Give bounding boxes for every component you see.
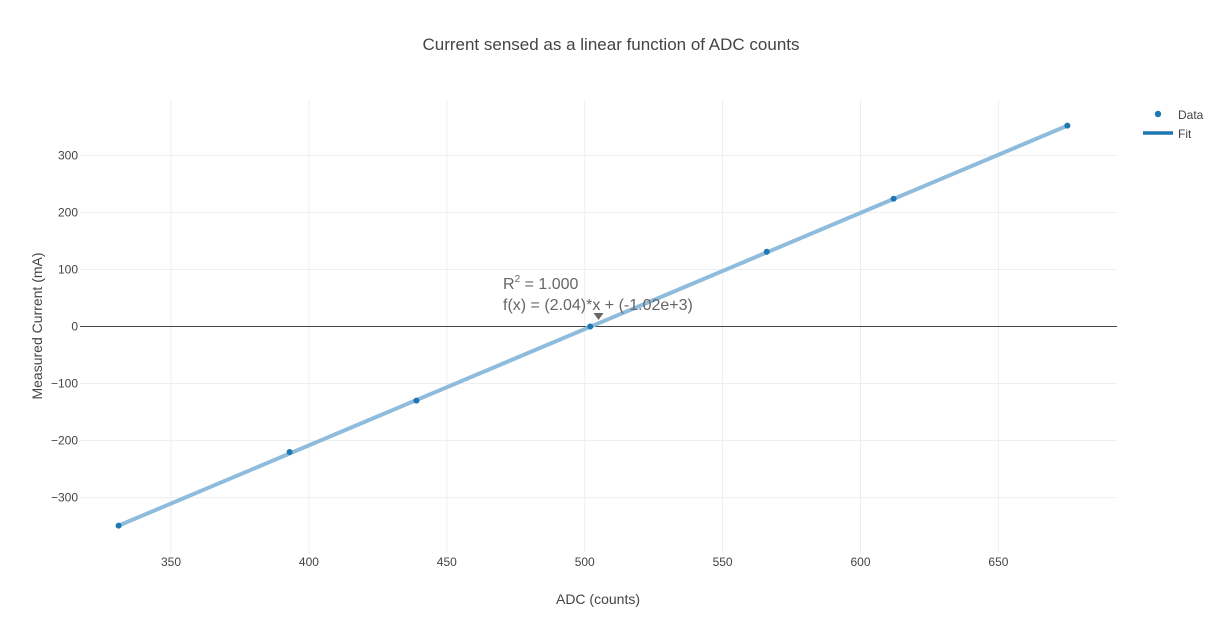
y-tick-label: −200 [51, 434, 78, 448]
x-tick-label: 550 [713, 555, 733, 569]
y-tick-label: −100 [51, 377, 78, 391]
x-tick-label: 600 [850, 555, 870, 569]
y-axis-label: Measured Current (mA) [29, 252, 45, 399]
chart-title: Current sensed as a linear function of A… [422, 35, 799, 54]
y-tick-label: 100 [58, 262, 78, 276]
legend-data-marker [1154, 110, 1162, 118]
x-tick-label: 500 [575, 555, 595, 569]
fit-annotation: R2 = 1.000 f(x) = (2.04)*x + (-1.02e+3) [503, 274, 693, 320]
x-tick-label: 650 [988, 555, 1008, 569]
x-axis-ticks: 350 400 450 500 550 600 650 [161, 555, 1009, 569]
plot-area [115, 122, 1071, 529]
y-tick-label: 300 [58, 148, 78, 162]
r-squared-label: R2 = 1.000 [503, 274, 579, 293]
data-point [890, 195, 897, 202]
y-tick-label: 0 [71, 320, 78, 334]
y-axis-ticks: −300 −200 −100 0 100 200 300 [51, 148, 78, 504]
data-point [1064, 122, 1071, 129]
annotation-arrow [593, 312, 604, 320]
legend: Data Fit [1143, 108, 1204, 141]
y-tick-label: 200 [58, 205, 78, 219]
legend-fit-label: Fit [1178, 127, 1192, 141]
legend-data-label: Data [1178, 108, 1204, 122]
fit-equation-label: f(x) = (2.04)*x + (-1.02e+3) [503, 297, 693, 314]
x-tick-label: 350 [161, 555, 181, 569]
x-tick-label: 450 [437, 555, 457, 569]
data-point [286, 449, 293, 456]
data-point [587, 323, 594, 330]
grid-lines [80, 100, 1117, 553]
data-point [115, 522, 122, 529]
legend-item-fit[interactable]: Fit [1143, 127, 1192, 141]
x-axis-label: ADC (counts) [556, 591, 640, 607]
data-point [413, 397, 420, 404]
y-tick-label: −300 [51, 491, 78, 505]
x-tick-label: 400 [299, 555, 319, 569]
legend-item-data[interactable]: Data [1154, 108, 1204, 122]
data-point [763, 248, 770, 255]
